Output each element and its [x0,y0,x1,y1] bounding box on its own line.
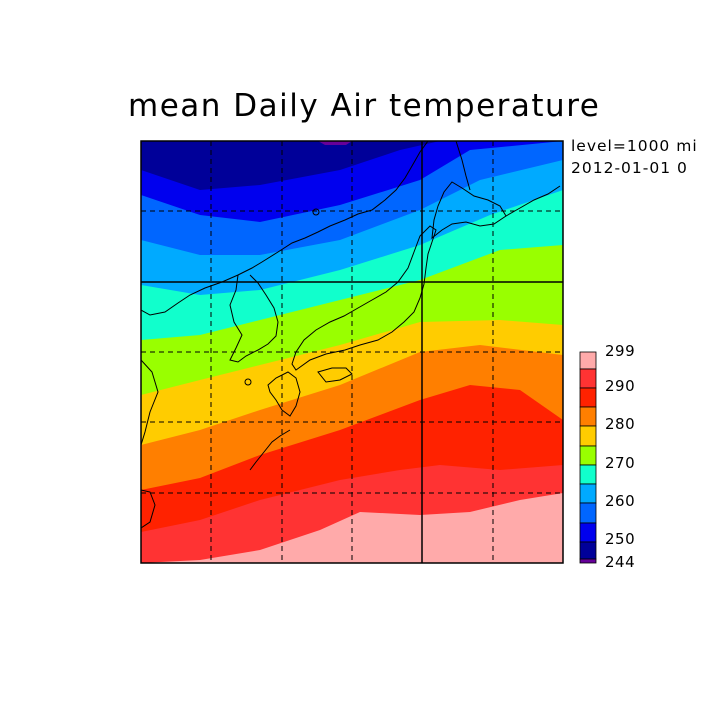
level-label: level=1000 mi [571,137,698,155]
colorbar-tick-label: 299 [605,342,636,360]
colorbar-tick-label: 244 [605,553,636,571]
coastline-shikoku [317,367,353,383]
colorbar-tick-label: 270 [605,454,636,472]
coastline-ryukyu [249,429,291,471]
map-frame [140,140,564,564]
major-grid [141,141,563,563]
coastline-taiwan [141,489,156,529]
coastline-kyushu [267,371,301,417]
coastline-sakhalin [455,141,471,191]
colorbar-swatch [579,558,597,564]
island-jeju [244,378,252,386]
map-title: mean Daily Air temperature [128,88,601,124]
coastline-kurils [505,185,561,217]
colorbar-swatch [579,483,597,504]
colorbar-swatch [579,351,597,370]
coastline-china-south [141,359,159,446]
colorbar-swatch [579,502,597,524]
colorbar-tick-label: 280 [605,415,636,433]
colorbar-swatch [579,541,597,560]
colorbar-swatch [579,406,597,427]
coldest-spot [318,141,352,145]
colorbar-swatch [579,387,597,408]
colorbar-swatch [579,368,597,389]
colorbar-swatch [579,464,597,485]
island-ulleung [312,208,320,216]
coastline-mainland [141,141,429,316]
colorbar-tick-label: 290 [605,377,636,395]
colorbar-swatch [579,445,597,466]
lat-lon-grid [141,141,563,563]
temperature-field [141,141,563,563]
colorbar-swatch [579,522,597,543]
date-label: 2012-01-01 0 [571,159,688,177]
colorbar-swatch [579,425,597,447]
coastline-korea [229,274,279,363]
colorbar [579,351,597,564]
colorbar-tick-label: 250 [605,530,636,548]
coastlines [141,141,561,529]
colorbar-tick-label: 260 [605,492,636,510]
coastline-hokkaido [431,181,507,240]
